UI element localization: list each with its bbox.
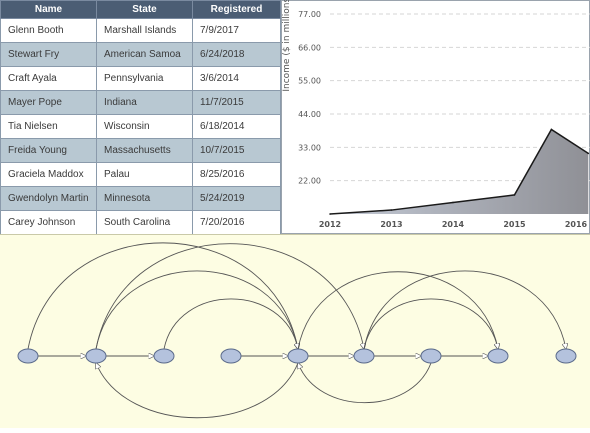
graph-node[interactable] [287,348,309,364]
table-row[interactable]: Mayer Pope Indiana 11/7/2015 [0,90,281,115]
y-tick-label: 66.00 [298,43,321,52]
graph-edge [163,298,298,349]
graph-node[interactable] [420,348,442,364]
data-point [550,128,553,131]
cell-state: Pennsylvania [96,66,193,91]
cell-state: Indiana [96,90,193,115]
cell-registered: 3/6/2014 [192,66,281,91]
graph-diagram-panel [0,234,590,428]
cell-name: Stewart Fry [0,42,97,67]
table-row[interactable]: Stewart Fry American Samoa 6/24/2018 [0,42,281,67]
cell-state: Minnesota [96,186,193,211]
cell-name: Freida Young [0,138,97,163]
y-tick-label: 44.00 [298,110,321,119]
graph-node[interactable] [487,348,509,364]
cell-registered: 8/25/2016 [192,162,281,187]
cell-state: South Carolina [96,210,193,234]
series-line [329,128,589,215]
data-table: Name State Registered Glenn Booth Marshal… [0,0,281,234]
directed-graph [17,242,577,419]
graph-edge [27,242,298,349]
graph-edge [95,270,298,349]
table-row[interactable]: Graciela Maddox Palau 8/25/2016 [0,162,281,187]
data-point [329,213,331,215]
income-chart-panel: 22.00 33.00 44.00 55.00 66.00 77.00 2012 2013 2… [281,0,590,234]
graph-node[interactable] [85,348,107,364]
x-axis-ticks: 2012 2013 2014 2015 2016 [319,220,588,229]
graph-edge [298,363,432,403]
cell-registered: 11/7/2015 [192,90,281,115]
cell-state: Palau [96,162,193,187]
cell-state: American Samoa [96,42,193,67]
chart-series-area [329,128,590,215]
graph-edge [95,243,364,349]
graph-edges [27,242,566,419]
cell-registered: 7/9/2017 [192,18,281,43]
y-axis-title: Income ($ in millions) [282,0,292,92]
cell-name: Graciela Maddox [0,162,97,187]
table-row[interactable]: Freida Young Massachusetts 10/7/2015 [0,138,281,163]
cell-state: Massachusetts [96,138,193,163]
x-tick-label: 2014 [442,220,465,229]
cell-state: Marshall Islands [96,18,193,43]
cell-state: Wisconsin [96,114,193,139]
table-row[interactable]: Gwendolyn Martin Minnesota 5/24/2019 [0,186,281,211]
column-header-registered[interactable]: Registered [192,0,281,19]
graph-nodes [17,348,577,364]
table-row[interactable]: Glenn Booth Marshall Islands 7/9/2017 [0,18,281,43]
column-header-name[interactable]: Name [0,0,97,19]
table-header-row: Name State Registered [0,0,281,19]
graph-edge [297,271,498,349]
graph-node[interactable] [353,348,375,364]
data-point [513,194,516,196]
graph-edge [363,298,498,349]
y-tick-label: 77.00 [298,10,321,19]
cell-name: Glenn Booth [0,18,97,43]
cell-registered: 6/24/2018 [192,42,281,67]
cell-name: Mayer Pope [0,90,97,115]
x-tick-label: 2012 [319,220,341,229]
cell-name: Tia Nielsen [0,114,97,139]
data-point [452,201,454,204]
cell-name: Carey Johnson [0,210,97,234]
graph-node[interactable] [153,348,175,364]
chart-grid [330,13,590,182]
graph-edge [363,270,566,349]
x-tick-label: 2015 [503,220,526,229]
area-fill [330,129,589,214]
graph-edge [96,363,299,419]
x-tick-label: 2013 [380,220,402,229]
y-tick-label: 22.00 [298,177,321,186]
y-tick-label: 55.00 [298,77,321,86]
cell-registered: 5/24/2019 [192,186,281,211]
cell-registered: 6/18/2014 [192,114,281,139]
table-row[interactable]: Carey Johnson South Carolina 7/20/2016 [0,210,281,234]
table-row[interactable]: Craft Ayala Pennsylvania 3/6/2014 [0,66,281,91]
y-tick-label: 33.00 [298,143,321,152]
table-body: Glenn Booth Marshall Islands 7/9/2017 Stewa… [0,18,281,234]
cell-name: Gwendolyn Martin [0,186,97,211]
data-table-panel: Name State Registered Glenn Booth Marshal… [0,0,281,234]
column-header-state[interactable]: State [96,0,193,19]
table-row[interactable]: Tia Nielsen Wisconsin 6/18/2014 [0,114,281,139]
graph-node[interactable] [220,348,242,364]
graph-node[interactable] [555,348,577,364]
y-axis-ticks: 22.00 33.00 44.00 55.00 66.00 77.00 [298,10,321,186]
cell-registered: 10/7/2015 [192,138,281,163]
graph-node[interactable] [17,348,39,364]
data-point [390,209,393,211]
cell-name: Craft Ayala [0,66,97,91]
x-tick-label: 2016 [565,220,588,229]
data-point [587,152,590,155]
cell-registered: 7/20/2016 [192,210,281,234]
